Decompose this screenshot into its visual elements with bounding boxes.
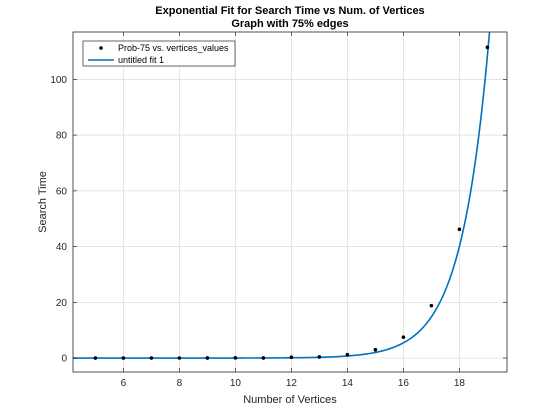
x-tick-label: 10: [230, 378, 242, 389]
grid: [73, 32, 507, 372]
chart-title: Exponential Fit for Search Time vs Num. …: [155, 5, 424, 17]
data-point: [429, 303, 434, 308]
data-point: [289, 355, 294, 360]
x-tick-label: 18: [454, 378, 466, 389]
data-point: [485, 45, 490, 50]
tick-labels: 6 8 10 12 14 16 18 0 20 40 60 80 100: [50, 75, 465, 389]
ticks: [73, 32, 507, 372]
legend-marker-points: [99, 46, 103, 50]
y-tick-label: 0: [61, 354, 67, 365]
data-point: [317, 355, 322, 359]
y-tick-label: 100: [50, 75, 67, 86]
legend-box: [82, 40, 236, 67]
data-point: [261, 356, 266, 360]
data-point: [177, 356, 182, 360]
x-axis-label: Number of Vertices: [243, 394, 337, 406]
y-tick-label: 60: [56, 186, 68, 197]
data-point: [121, 356, 126, 360]
data-point: [373, 347, 378, 352]
series-layer: [73, 32, 491, 360]
data-point: [345, 352, 350, 357]
y-tick-label: 20: [56, 298, 68, 309]
chart-subtitle: Graph with 75% edges: [231, 18, 348, 30]
axes-background: [73, 32, 507, 372]
data-point: [401, 335, 406, 339]
legend-label-points: Prob-75 vs. vertices_values: [118, 43, 229, 53]
data-point: [205, 356, 210, 360]
legend-label-fit: untitled fit 1: [118, 55, 164, 65]
x-tick-label: 16: [398, 378, 410, 389]
x-tick-label: 14: [342, 378, 354, 389]
data-point: [93, 356, 98, 360]
y-axis-label: Search Time: [37, 171, 49, 233]
x-tick-label: 12: [286, 378, 298, 389]
data-point: [233, 356, 238, 360]
y-tick-label: 40: [56, 242, 68, 253]
data-point: [149, 356, 154, 360]
x-tick-label: 6: [121, 378, 127, 389]
axes-box: [72, 31, 508, 373]
x-tick-label: 8: [177, 378, 183, 389]
y-tick-label: 80: [56, 131, 68, 142]
legend: Prob-75 vs. vertices_values untitled fit…: [82, 40, 236, 67]
data-point: [457, 227, 462, 232]
